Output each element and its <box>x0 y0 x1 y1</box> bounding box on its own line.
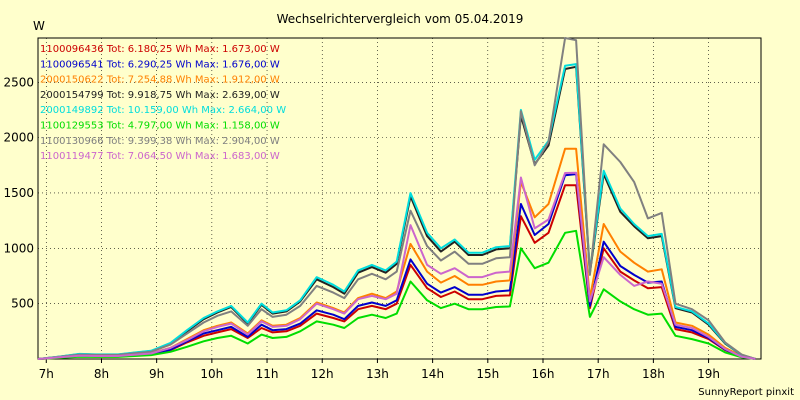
grid-lines <box>38 38 761 359</box>
x-tick-label: 10h <box>200 367 223 381</box>
x-tick-label: 13h <box>366 367 389 381</box>
y-axis-ticks: 500 1000 1500 2000 2500 <box>3 75 34 310</box>
x-tick-label: 8h <box>94 367 109 381</box>
series-line-1100096541 <box>37 173 756 360</box>
legend-entry-1100130966: 1100130966 Tot: 9.399,38 Wh Max: 2.904,0… <box>40 136 280 147</box>
series-line-2000150622 <box>37 147 756 360</box>
y-tick-label: 1500 <box>3 186 34 200</box>
y-tick-label: 2000 <box>3 131 34 145</box>
x-tick-label: 9h <box>149 367 164 381</box>
series-line-2000149892 <box>37 63 756 360</box>
legend-entry-1100096436: 1100096436 Tot: 6.180,25 Wh Max: 1.673,0… <box>40 44 280 55</box>
chart-title: Wechselrichtervergleich vom 05.04.2019 <box>277 12 524 26</box>
x-tick-label: 12h <box>311 367 334 381</box>
y-tick-label: 500 <box>11 297 34 311</box>
legend-entry-1100119477: 1100119477 Tot: 7.064,50 Wh Max: 1.683,0… <box>40 151 280 162</box>
x-tick-label: 11h <box>256 367 279 381</box>
plot-frame <box>37 37 762 360</box>
series-line-1100130966 <box>37 37 756 360</box>
legend-entry-2000154799: 2000154799 Tot: 9.918,75 Wh Max: 2.639,0… <box>40 90 280 101</box>
series-line-1100119477 <box>37 171 756 360</box>
x-tick-label: 18h <box>642 367 665 381</box>
x-tick-label: 19h <box>697 367 720 381</box>
legend-entry-1100129553: 1100129553 Tot: 4.797,00 Wh Max: 1.158,0… <box>40 121 280 132</box>
x-tick-label: 15h <box>476 367 499 381</box>
y-tick-label: 2500 <box>3 75 34 89</box>
legend-entry-2000150622: 2000150622 Tot: 7.254,88 Wh Max: 1.912,0… <box>40 75 280 86</box>
y-axis-unit: W <box>33 19 45 33</box>
x-tick-label: 7h <box>39 367 54 381</box>
x-tick-label: 17h <box>587 367 610 381</box>
x-tick-label: 16h <box>532 367 555 381</box>
y-tick-label: 1000 <box>3 241 34 255</box>
legend-entry-1100096541: 1100096541 Tot: 6.290,25 Wh Max: 1.676,0… <box>40 59 280 70</box>
legend: 1100096436 Tot: 6.180,25 Wh Max: 1.673,0… <box>40 44 286 162</box>
series-line-1100129553 <box>37 229 756 360</box>
credit-label: SunnyReport pinxit <box>698 387 794 398</box>
legend-entry-2000149892: 2000149892 Tot: 10.159,00 Wh Max: 2.664,… <box>40 105 286 116</box>
series-lines <box>37 37 756 360</box>
x-axis-ticks: 7h 8h 9h 10h 11h 12h 13h 14h 15h 16h 17h 18h 19h <box>39 359 720 381</box>
x-tick-label: 14h <box>421 367 444 381</box>
